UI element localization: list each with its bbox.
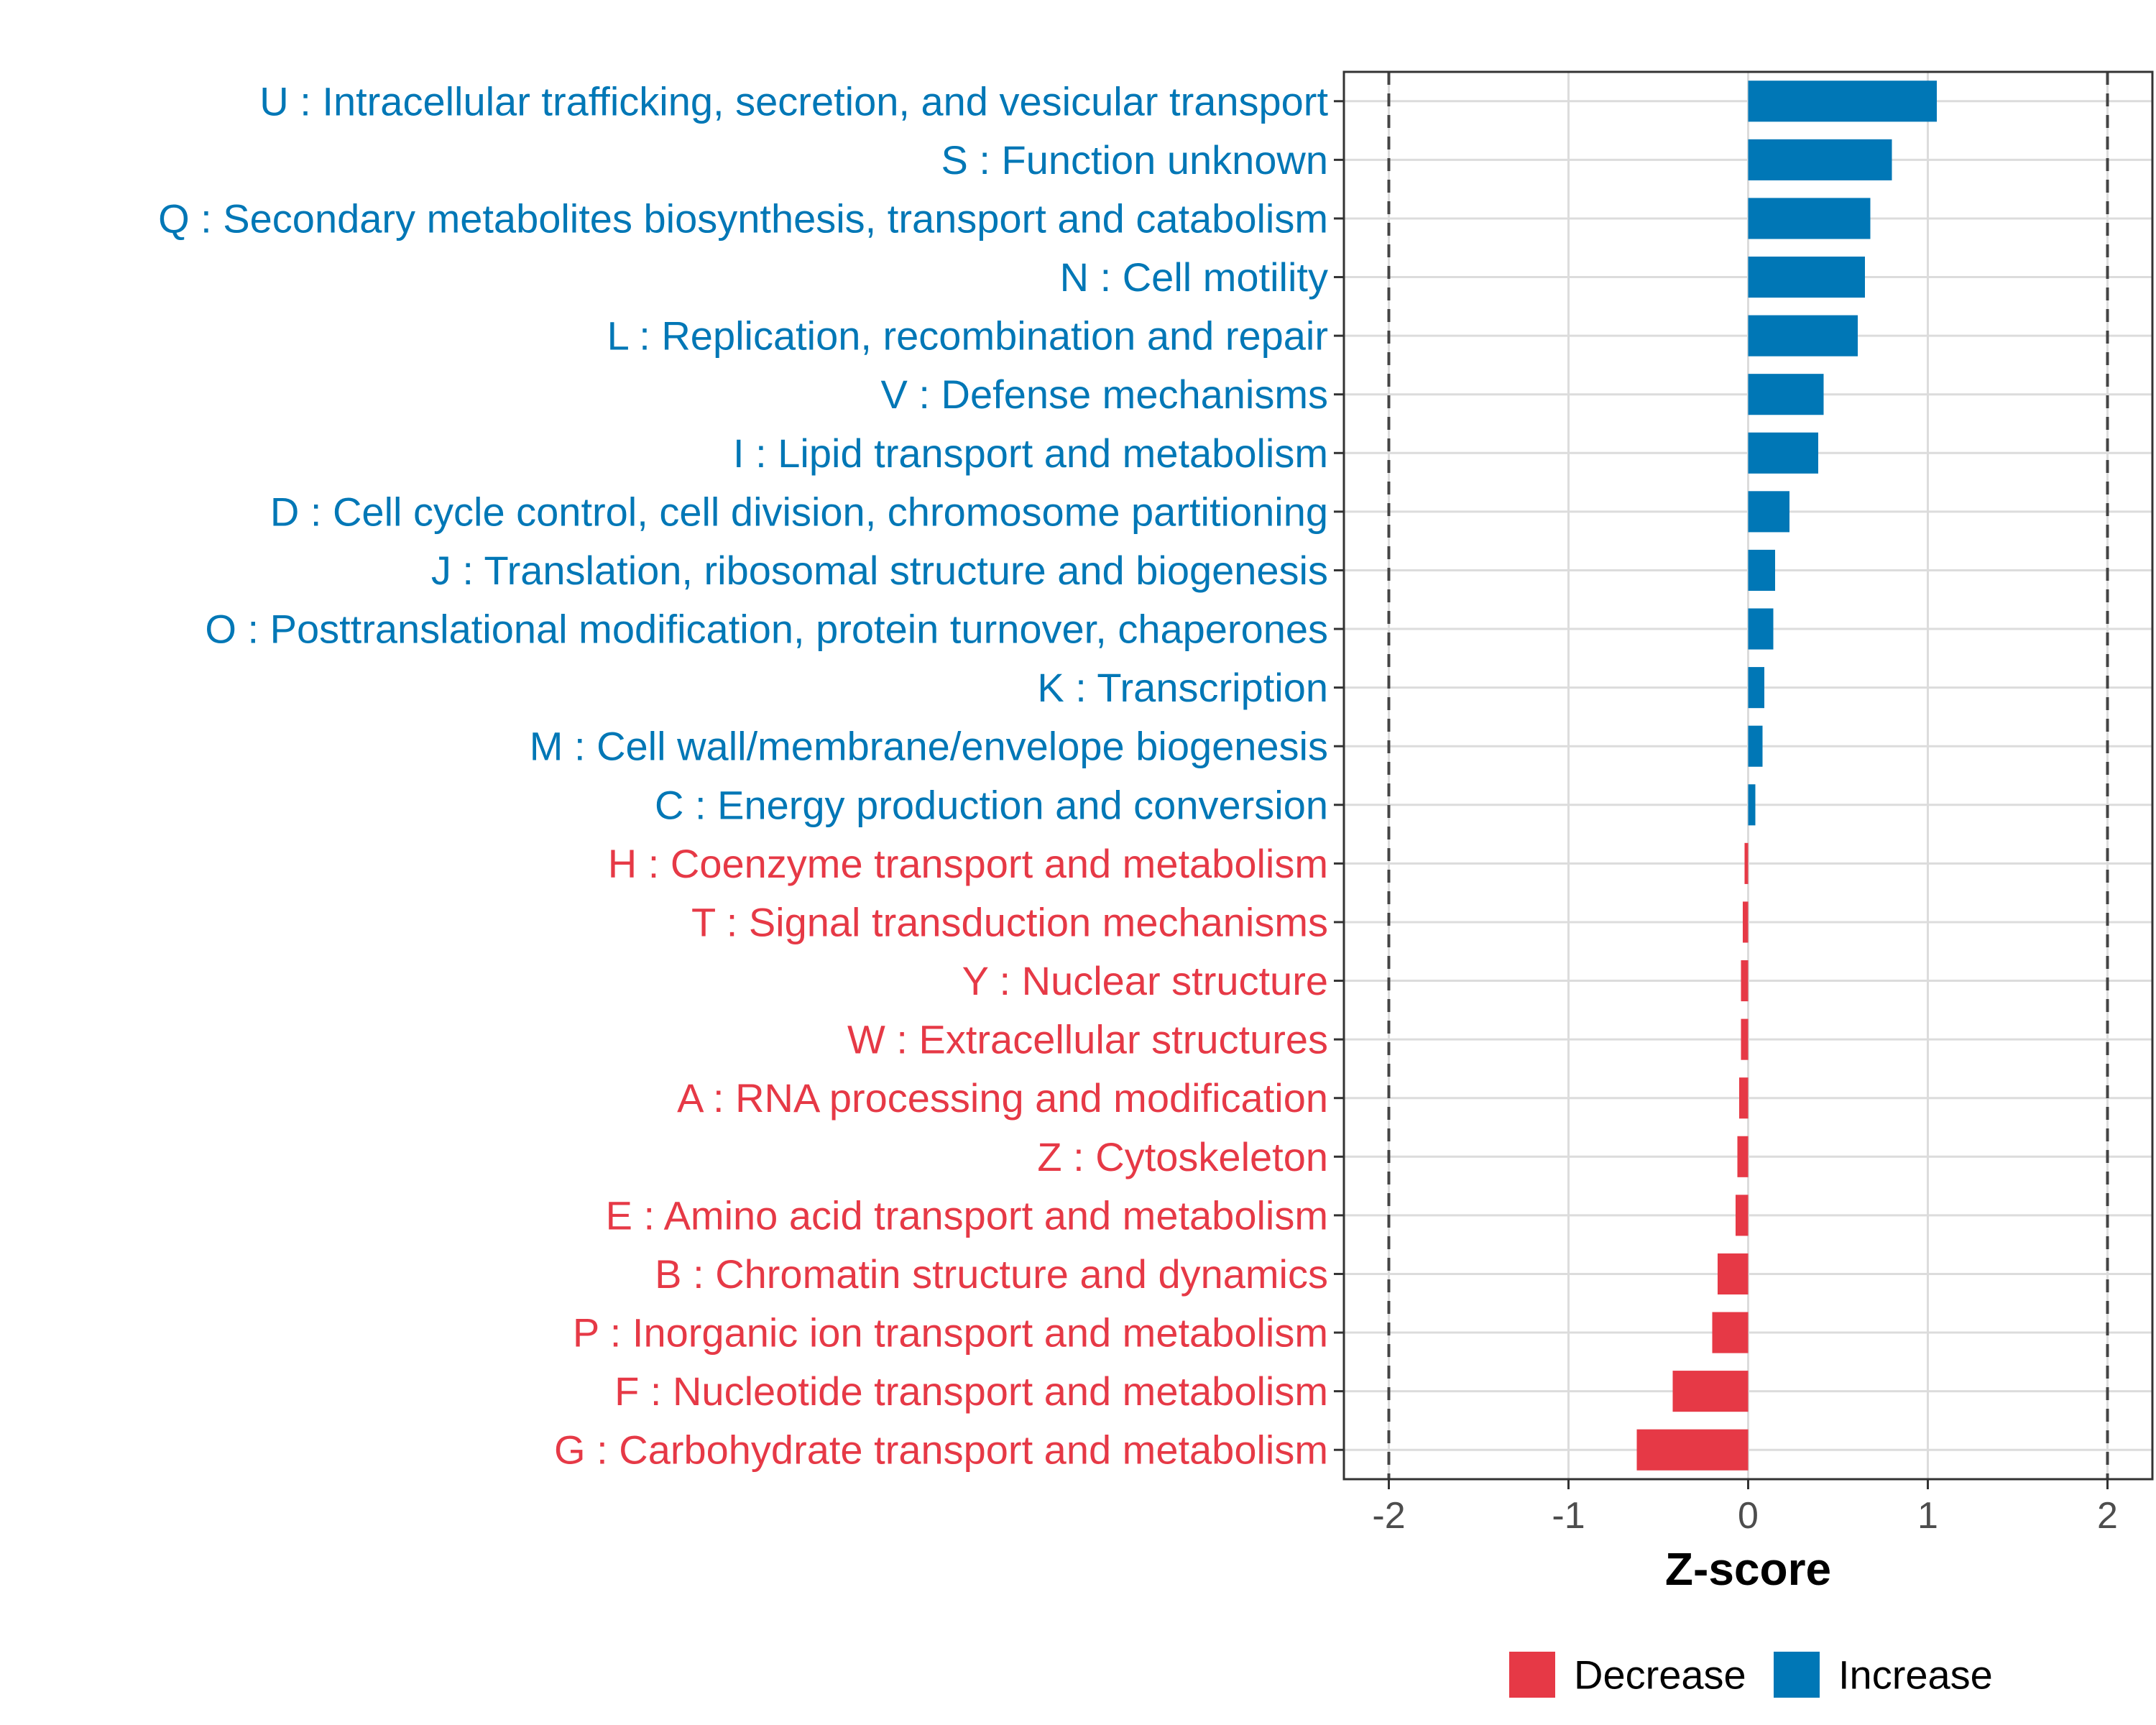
legend: Decrease Increase	[1509, 1652, 1993, 1698]
category-label: J : Translation, ribosomal structure and…	[431, 548, 1328, 593]
category-label: Y : Nuclear structure	[962, 958, 1328, 1003]
category-label: W : Extracellular structures	[847, 1017, 1328, 1062]
bar	[1718, 1253, 1749, 1295]
x-axis-title: Z-score	[1665, 1543, 1831, 1595]
category-label: D : Cell cycle control, cell division, c…	[270, 489, 1328, 534]
category-label: F : Nucleotide transport and metabolism	[614, 1368, 1328, 1414]
bar	[1748, 80, 1937, 122]
category-label: C : Energy production and conversion	[655, 782, 1328, 827]
bar	[1748, 667, 1764, 709]
bar	[1748, 432, 1818, 474]
bar	[1748, 139, 1892, 180]
category-label: O : Posttranslational modification, prot…	[205, 607, 1328, 652]
bar	[1748, 608, 1774, 650]
bar	[1748, 784, 1756, 826]
bar	[1741, 960, 1749, 1002]
x-tick-label: 1	[1917, 1495, 1938, 1537]
bar	[1748, 315, 1858, 356]
legend-swatch	[1774, 1652, 1820, 1698]
bar	[1748, 256, 1865, 298]
bars	[1636, 80, 1937, 1471]
reference-lines	[1387, 72, 2109, 1479]
category-label: L : Replication, recombination and repai…	[607, 313, 1328, 359]
category-label: I : Lipid transport and metabolism	[733, 431, 1328, 476]
bar	[1748, 491, 1789, 533]
category-label: B : Chromatin structure and dynamics	[655, 1251, 1328, 1297]
bar	[1748, 198, 1871, 239]
bar	[1743, 901, 1749, 943]
category-labels: U : Intracellular trafficking, secretion…	[158, 78, 1344, 1473]
bar	[1712, 1312, 1749, 1353]
category-label: E : Amino acid transport and metabolism	[606, 1192, 1328, 1238]
category-label: Z : Cytoskeleton	[1037, 1134, 1328, 1179]
category-label: Q : Secondary metabolites biosynthesis, …	[158, 196, 1328, 241]
bar	[1737, 1136, 1749, 1177]
category-label: H : Coenzyme transport and metabolism	[608, 841, 1328, 886]
x-tick-label: -1	[1552, 1495, 1585, 1537]
x-axis-ticks: -2 -1 0 1 2	[1372, 1479, 2118, 1537]
bar	[1744, 842, 1749, 884]
bar	[1748, 549, 1775, 592]
x-tick-label: 0	[1738, 1495, 1759, 1537]
bar	[1739, 1077, 1749, 1119]
legend-swatch	[1509, 1652, 1555, 1698]
category-label: K : Transcription	[1037, 665, 1328, 710]
category-label: N : Cell motility	[1060, 254, 1328, 300]
bar	[1736, 1195, 1749, 1236]
category-label: T : Signal transduction mechanisms	[691, 899, 1328, 944]
category-label: P : Inorganic ion transport and metaboli…	[573, 1310, 1328, 1356]
category-label: M : Cell wall/membrane/envelope biogenes…	[530, 724, 1328, 769]
category-label: A : RNA processing and modification	[677, 1075, 1328, 1121]
category-label: V : Defense mechanisms	[881, 372, 1328, 417]
bar	[1636, 1429, 1749, 1471]
bar	[1741, 1018, 1749, 1060]
bar	[1672, 1371, 1749, 1412]
legend-label: Decrease	[1574, 1652, 1746, 1698]
x-tick-label: 2	[2097, 1495, 2118, 1537]
legend-label: Increase	[1838, 1652, 1993, 1698]
bar	[1748, 374, 1824, 415]
x-tick-label: -2	[1372, 1495, 1405, 1537]
category-label: U : Intracellular trafficking, secretion…	[259, 78, 1328, 124]
category-label: S : Function unknown	[941, 137, 1328, 183]
category-label: G : Carbohydrate transport and metabolis…	[554, 1427, 1328, 1473]
bar	[1748, 725, 1763, 767]
